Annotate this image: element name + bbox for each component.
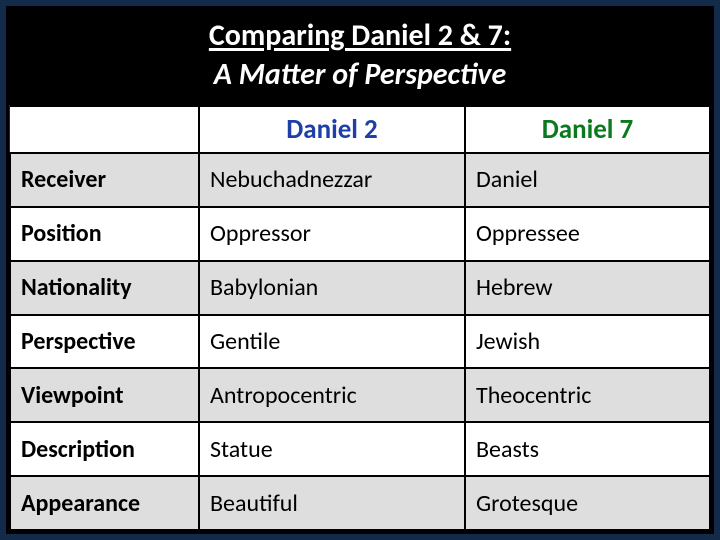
header-daniel-2: Daniel 2 [199,106,465,153]
title-line-1: Comparing Daniel 2 & 7: [19,17,701,54]
comparison-table: Daniel 2 Daniel 7 Receiver Nebuchadnezza… [9,105,711,531]
cell-d2: Statue [199,422,465,476]
row-label: Position [10,207,199,261]
cell-d2: Nebuchadnezzar [199,153,465,207]
table-row: Description Statue Beasts [10,422,710,476]
row-label: Appearance [10,476,199,530]
table-row: Receiver Nebuchadnezzar Daniel [10,153,710,207]
cell-d7: Grotesque [465,476,710,530]
table-row: Appearance Beautiful Grotesque [10,476,710,530]
row-label: Viewpoint [10,368,199,422]
header-daniel-7: Daniel 7 [465,106,710,153]
slide-frame: Comparing Daniel 2 & 7: A Matter of Pers… [6,6,714,534]
cell-d7: Beasts [465,422,710,476]
cell-d7: Oppressee [465,207,710,261]
cell-d2: Babylonian [199,261,465,315]
cell-d7: Hebrew [465,261,710,315]
title-line-2: A Matter of Perspective [19,56,701,93]
row-label: Nationality [10,261,199,315]
row-label: Perspective [10,315,199,369]
cell-d7: Daniel [465,153,710,207]
row-label: Description [10,422,199,476]
cell-d2: Oppressor [199,207,465,261]
row-label: Receiver [10,153,199,207]
cell-d2: Beautiful [199,476,465,530]
table-row: Viewpoint Antropocentric Theocentric [10,368,710,422]
cell-d2: Antropocentric [199,368,465,422]
table-row: Nationality Babylonian Hebrew [10,261,710,315]
table-header-row: Daniel 2 Daniel 7 [10,106,710,153]
header-blank [10,106,199,153]
cell-d2: Gentile [199,315,465,369]
title-block: Comparing Daniel 2 & 7: A Matter of Pers… [9,9,711,105]
cell-d7: Jewish [465,315,710,369]
table-row: Position Oppressor Oppressee [10,207,710,261]
cell-d7: Theocentric [465,368,710,422]
table-row: Perspective Gentile Jewish [10,315,710,369]
